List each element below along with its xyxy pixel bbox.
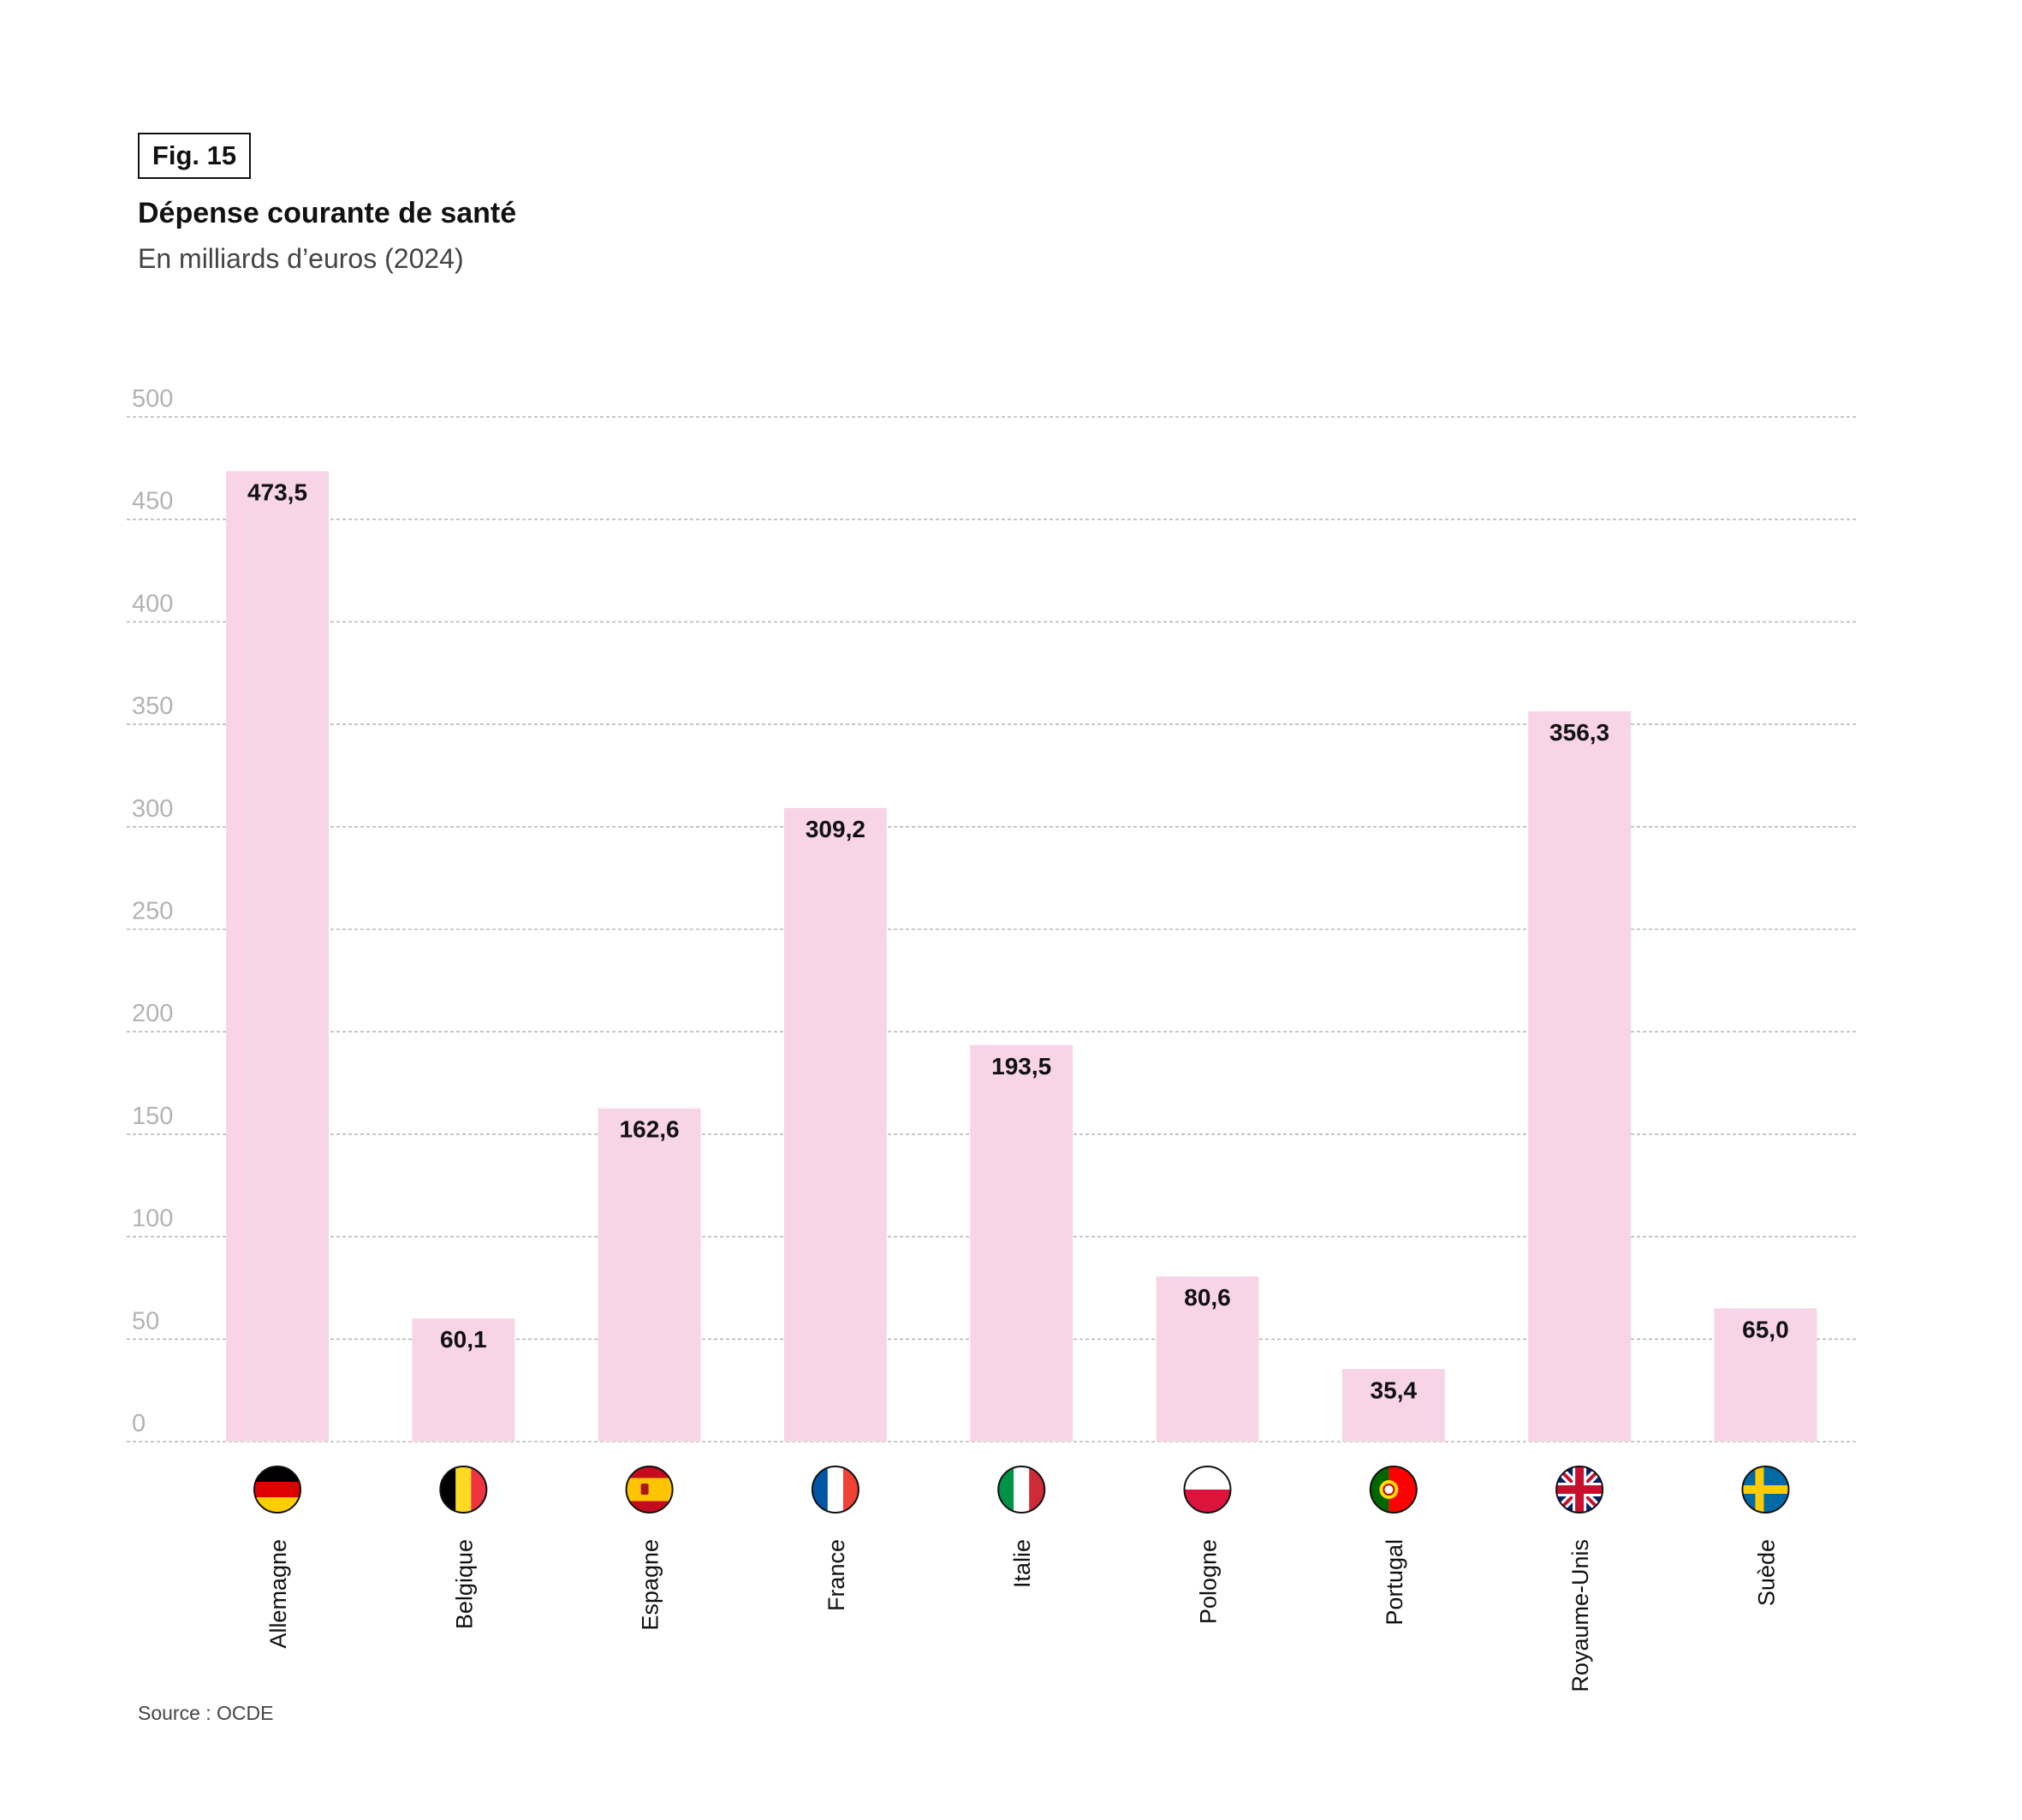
y-tick-label: 250 <box>132 898 173 925</box>
bar-belgique <box>412 1318 515 1442</box>
labels: 473,5 Allemagne 60,1 Belgique 162,6 Espagne 30… <box>247 479 1789 1692</box>
bar-pologne <box>1156 1276 1259 1442</box>
category-label: Royaume-Unis <box>1567 1539 1593 1692</box>
y-tick-label: 500 <box>132 385 173 413</box>
bar-espagne <box>598 1108 701 1442</box>
y-tick-label: 350 <box>132 693 173 720</box>
y-tick-label: 100 <box>132 1205 173 1233</box>
y-tick-label: 450 <box>132 488 173 515</box>
source-note: Source : OCDE <box>138 1702 274 1724</box>
y-tick-label: 300 <box>132 795 173 823</box>
flag-portugal-icon <box>1369 1466 1418 1514</box>
flag-germany-icon <box>253 1466 301 1514</box>
value-label: 80,6 <box>1184 1284 1231 1311</box>
value-label: 60,1 <box>440 1326 487 1353</box>
chart-title: Dépense courante de santé <box>138 197 517 229</box>
category-label: Italie <box>1009 1539 1035 1588</box>
category-label: Belgique <box>451 1539 477 1629</box>
flags <box>253 1466 1790 1514</box>
flag-italy-icon <box>997 1466 1046 1514</box>
chart-subtitle: En milliards d’euros (2024) <box>138 243 464 274</box>
bar-italie <box>970 1044 1073 1442</box>
category-label: France <box>824 1539 849 1611</box>
value-label: 356,3 <box>1549 719 1609 746</box>
y-tick-label: 400 <box>132 590 173 617</box>
flag-france-icon <box>811 1466 859 1514</box>
value-label: 473,5 <box>247 479 307 505</box>
flag-poland-icon <box>1183 1466 1232 1514</box>
value-label: 162,6 <box>620 1116 680 1143</box>
bar-portugal <box>1341 1369 1445 1442</box>
category-label: Allemagne <box>265 1539 291 1649</box>
flag-belgium-icon <box>439 1466 488 1514</box>
value-label: 65,0 <box>1742 1316 1789 1342</box>
value-label: 35,4 <box>1371 1377 1418 1403</box>
figure-badge: Fig. 15 <box>138 133 251 179</box>
category-label: Espagne <box>638 1539 663 1631</box>
y-tick-label: 0 <box>132 1410 146 1437</box>
bar-suède <box>1714 1308 1817 1442</box>
flag-spain-icon <box>625 1466 674 1514</box>
y-tick-label: 50 <box>132 1307 159 1335</box>
flag-sweden-icon <box>1741 1466 1790 1514</box>
y-tick-label: 200 <box>132 1000 173 1027</box>
category-label: Portugal <box>1382 1539 1407 1626</box>
value-label: 193,5 <box>991 1053 1051 1080</box>
category-label: Suède <box>1753 1539 1779 1606</box>
y-tick-label: 150 <box>132 1103 173 1130</box>
value-label: 309,2 <box>806 816 865 842</box>
bar-allemagne <box>226 471 329 1442</box>
bar-royaume-unis <box>1528 711 1632 1442</box>
flag-uk-icon <box>1555 1466 1604 1514</box>
bar-france <box>783 807 887 1442</box>
category-label: Pologne <box>1196 1539 1222 1624</box>
bars <box>226 471 1817 1442</box>
